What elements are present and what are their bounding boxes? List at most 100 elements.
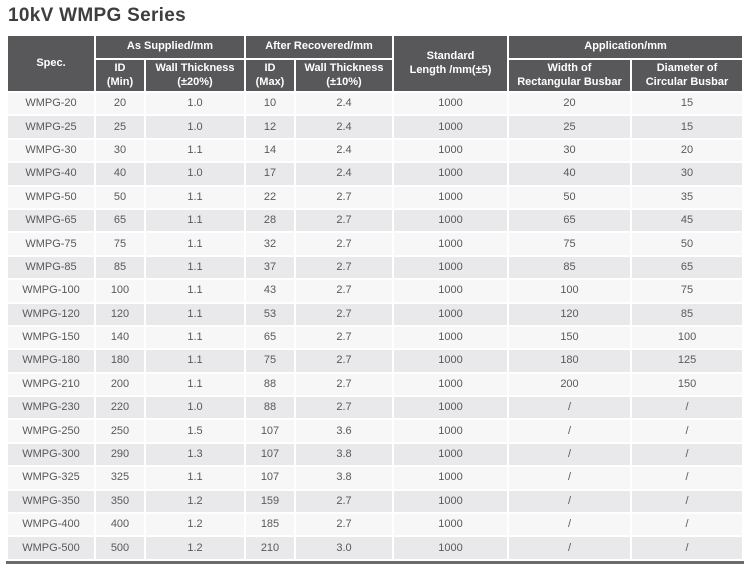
cell-wall-thickness-10: 2.4 [296, 116, 392, 138]
cell-width-rectangular-busbar: 85 [509, 256, 630, 279]
cell-id-max: 12 [246, 116, 294, 138]
cell-id-max: 28 [246, 209, 294, 232]
cell-spec: WMPG-180 [8, 350, 94, 372]
cell-wall-thickness-20: 1.1 [146, 209, 244, 232]
standard-length-line2: Length /mm(±5) [409, 63, 492, 76]
cell-wall-thickness-20: 1.1 [146, 280, 244, 302]
cell-wall-thickness-20: 1.1 [146, 467, 244, 489]
cell-diameter-circular-busbar: 100 [632, 326, 743, 349]
cell-standard-length: 1000 [394, 280, 507, 302]
cell-id-min: 200 [96, 373, 144, 396]
cell-id-max: 159 [246, 490, 294, 513]
cell-id-max: 32 [246, 233, 294, 255]
cell-spec: WMPG-100 [8, 280, 94, 302]
cell-width-rectangular-busbar: / [509, 514, 630, 536]
table-row: WMPG-120 120 1.1 53 2.7 1000 120 85 [8, 303, 743, 325]
table-row: WMPG-180 180 1.1 75 2.7 1000 180 125 [8, 350, 743, 372]
cell-width-rectangular-busbar: 40 [509, 163, 630, 185]
cell-standard-length: 1000 [394, 350, 507, 372]
cell-id-min: 30 [96, 139, 144, 162]
cell-wall-thickness-20: 1.1 [146, 256, 244, 279]
cell-spec: WMPG-230 [8, 397, 94, 419]
cell-width-rectangular-busbar: 25 [509, 116, 630, 138]
cell-wall-thickness-10: 2.7 [296, 514, 392, 536]
id-max-line2: (Max) [255, 75, 285, 88]
cell-id-max: 22 [246, 186, 294, 208]
table-row: WMPG-75 75 1.1 32 2.7 1000 75 50 [8, 233, 743, 255]
cell-wall-thickness-10: 3.8 [296, 467, 392, 489]
cell-diameter-circular-busbar: 50 [632, 233, 743, 255]
table-header: Spec. As Supplied/mm After Recovered/mm … [8, 36, 743, 91]
cell-id-max: 17 [246, 163, 294, 185]
cell-diameter-circular-busbar: / [632, 443, 743, 466]
cell-id-min: 290 [96, 443, 144, 466]
cell-wall-thickness-10: 2.7 [296, 233, 392, 255]
col-header-width-rectangular-busbar: Width of Rectangular Busbar [509, 60, 630, 91]
cell-width-rectangular-busbar: 75 [509, 233, 630, 255]
cell-width-rectangular-busbar: 200 [509, 373, 630, 396]
cell-standard-length: 1000 [394, 514, 507, 536]
cell-diameter-circular-busbar: 75 [632, 280, 743, 302]
id-min-line2: (Min) [106, 75, 134, 88]
cell-diameter-circular-busbar: / [632, 490, 743, 513]
cell-wall-thickness-10: 2.4 [296, 163, 392, 185]
cell-spec: WMPG-120 [8, 303, 94, 325]
cell-wall-thickness-20: 1.2 [146, 537, 244, 559]
standard-length-line1: Standard [426, 50, 475, 63]
cell-standard-length: 1000 [394, 467, 507, 489]
cell-wall-thickness-20: 1.0 [146, 397, 244, 419]
cell-id-min: 250 [96, 420, 144, 442]
cell-id-min: 325 [96, 467, 144, 489]
table-row: WMPG-100 100 1.1 43 2.7 1000 100 75 [8, 280, 743, 302]
cell-width-rectangular-busbar: / [509, 537, 630, 559]
cell-wall-thickness-20: 1.2 [146, 490, 244, 513]
cell-id-min: 25 [96, 116, 144, 138]
cell-wall-thickness-20: 1.1 [146, 303, 244, 325]
cell-diameter-circular-busbar: / [632, 420, 743, 442]
cell-wall-thickness-10: 3.8 [296, 443, 392, 466]
cell-spec: WMPG-350 [8, 490, 94, 513]
wall-thickness-10-line1: Wall Thickness [304, 62, 384, 75]
cell-id-max: 37 [246, 256, 294, 279]
cell-id-max: 107 [246, 420, 294, 442]
cell-wall-thickness-10: 2.7 [296, 303, 392, 325]
col-header-wall-thickness-10: Wall Thickness (±10%) [296, 60, 392, 91]
cell-standard-length: 1000 [394, 303, 507, 325]
cell-width-rectangular-busbar: 65 [509, 209, 630, 232]
cell-standard-length: 1000 [394, 209, 507, 232]
table-row: WMPG-500 500 1.2 210 3.0 1000 / / [8, 537, 743, 559]
cell-id-max: 10 [246, 93, 294, 115]
cell-wall-thickness-10: 2.7 [296, 209, 392, 232]
cell-spec: WMPG-30 [8, 139, 94, 162]
cell-standard-length: 1000 [394, 186, 507, 208]
cell-wall-thickness-20: 1.0 [146, 116, 244, 138]
cell-spec: WMPG-25 [8, 116, 94, 138]
cell-wall-thickness-10: 2.7 [296, 326, 392, 349]
cell-standard-length: 1000 [394, 163, 507, 185]
cell-diameter-circular-busbar: 15 [632, 93, 743, 115]
cell-spec: WMPG-500 [8, 537, 94, 559]
cell-spec: WMPG-20 [8, 93, 94, 115]
cell-diameter-circular-busbar: / [632, 467, 743, 489]
table-row: WMPG-300 290 1.3 107 3.8 1000 / / [8, 443, 743, 466]
diameter-circ-line1: Diameter of [656, 62, 718, 75]
cell-wall-thickness-20: 1.5 [146, 420, 244, 442]
cell-width-rectangular-busbar: / [509, 420, 630, 442]
col-header-wall-thickness-20: Wall Thickness (±20%) [146, 60, 244, 91]
cell-id-min: 180 [96, 350, 144, 372]
cell-width-rectangular-busbar: 100 [509, 280, 630, 302]
cell-wall-thickness-20: 1.3 [146, 443, 244, 466]
cell-id-max: 53 [246, 303, 294, 325]
table-row: WMPG-150 140 1.1 65 2.7 1000 150 100 [8, 326, 743, 349]
cell-id-max: 75 [246, 350, 294, 372]
cell-wall-thickness-20: 1.0 [146, 163, 244, 185]
cell-diameter-circular-busbar: 20 [632, 139, 743, 162]
cell-id-max: 88 [246, 373, 294, 396]
cell-wall-thickness-10: 2.7 [296, 373, 392, 396]
header-group-row: Spec. As Supplied/mm After Recovered/mm … [8, 36, 743, 91]
table-row: WMPG-85 85 1.1 37 2.7 1000 85 65 [8, 256, 743, 279]
cell-diameter-circular-busbar: 150 [632, 373, 743, 396]
cell-width-rectangular-busbar: / [509, 467, 630, 489]
cell-standard-length: 1000 [394, 537, 507, 559]
cell-standard-length: 1000 [394, 233, 507, 255]
